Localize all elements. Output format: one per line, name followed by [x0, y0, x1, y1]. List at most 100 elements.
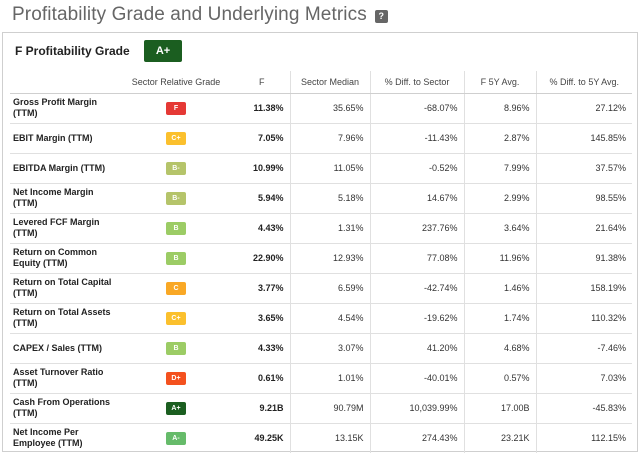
diff-5y-value: 21.64%: [535, 213, 632, 244]
avg-5y-value: 2.87%: [463, 123, 536, 154]
f-value: 3.65%: [234, 303, 290, 334]
diff-sector-value: 274.43%: [369, 423, 464, 453]
sector-median-value: 90.79M: [289, 393, 370, 424]
grade-cell: C+: [118, 303, 234, 334]
sector-median-value: 1.31%: [289, 213, 370, 244]
table-row: Return on Total Assets (TTM) C+ 3.65% 4.54%…: [10, 303, 632, 334]
page-header: Profitability Grade and Underlying Metri…: [0, 0, 640, 30]
f-value: 10.99%: [234, 153, 290, 184]
table-header-row: Sector Relative Grade F Sector Median % …: [10, 71, 632, 94]
header-diff-sector: % Diff. to Sector: [369, 71, 464, 94]
grade-badge: B-: [166, 191, 186, 205]
diff-5y-value: -7.46%: [535, 333, 632, 364]
sector-median-value: 12.93%: [289, 243, 370, 274]
diff-5y-value: 145.85%: [535, 123, 632, 154]
header-diff-5y: % Diff. to 5Y Avg.: [535, 71, 632, 94]
metric-name: CAPEX / Sales (TTM): [10, 333, 118, 364]
table-row: Return on Common Equity (TTM) B 22.90% 12.9…: [10, 243, 632, 274]
table-row: Asset Turnover Ratio (TTM) D+ 0.61% 1.01% -4…: [10, 363, 632, 394]
f-value: 5.94%: [234, 183, 290, 214]
grade-badge: A+: [166, 401, 186, 415]
avg-5y-value: 1.46%: [463, 273, 536, 304]
diff-5y-value: -45.83%: [535, 393, 632, 424]
metric-name: Return on Total Capital (TTM): [10, 273, 118, 304]
grade-badge: B: [166, 341, 186, 355]
f-value: 9.21B: [234, 393, 290, 424]
diff-sector-value: 14.67%: [369, 183, 464, 214]
grade-header: F Profitability Grade: [15, 40, 130, 62]
diff-sector-value: 77.08%: [369, 243, 464, 274]
diff-5y-value: 98.55%: [535, 183, 632, 214]
metric-name: Cash From Operations (TTM): [10, 393, 118, 424]
grade-badge: B: [166, 251, 186, 265]
header-5y-avg: F 5Y Avg.: [463, 71, 536, 94]
table-row: Return on Total Capital (TTM) C 3.77% 6.59%…: [10, 273, 632, 304]
grade-cell: A-: [118, 423, 234, 453]
diff-5y-value: 110.32%: [535, 303, 632, 334]
avg-5y-value: 3.64%: [463, 213, 536, 244]
header-grade: Sector Relative Grade: [118, 71, 234, 94]
help-icon[interactable]: ?: [374, 9, 388, 23]
avg-5y-value: 8.96%: [463, 93, 536, 124]
header-sector-median: Sector Median: [289, 71, 370, 94]
avg-5y-value: 0.57%: [463, 363, 536, 394]
diff-sector-value: 10,039.99%: [369, 393, 464, 424]
f-value: 11.38%: [234, 93, 290, 124]
grade-cell: B: [118, 243, 234, 274]
f-value: 4.33%: [234, 333, 290, 364]
diff-5y-value: 7.03%: [535, 363, 632, 394]
sector-median-value: 4.54%: [289, 303, 370, 334]
sector-median-value: 6.59%: [289, 273, 370, 304]
diff-sector-value: -68.07%: [369, 93, 464, 124]
table-row: Cash From Operations (TTM) A+ 9.21B 90.79M 1…: [10, 393, 632, 424]
avg-5y-value: 7.99%: [463, 153, 536, 184]
diff-5y-value: 112.15%: [535, 423, 632, 453]
diff-5y-value: 37.57%: [535, 153, 632, 184]
avg-5y-value: 17.00B: [463, 393, 536, 424]
avg-5y-value: 1.74%: [463, 303, 536, 334]
diff-5y-value: 27.12%: [535, 93, 632, 124]
metric-name: Net Income Per Employee (TTM): [13, 427, 83, 449]
f-value: 3.77%: [234, 273, 290, 304]
profitability-panel: F Profitability Grade A+ Sector Relative…: [2, 32, 638, 453]
table-row: Net Income Per Employee (TTM) A- 49.25K 13.…: [10, 423, 632, 453]
table-row: Levered FCF Margin (TTM) B 4.43% 1.31% 237.7…: [10, 213, 632, 244]
table-row: EBITDA Margin (TTM) B- 10.99% 11.05% -0.52% 7…: [10, 153, 632, 184]
diff-sector-value: 41.20%: [369, 333, 464, 364]
diff-sector-value: -19.62%: [369, 303, 464, 334]
metric-name: Return on Total Assets (TTM): [10, 303, 118, 334]
avg-5y-value: 2.99%: [463, 183, 536, 214]
metric-name: Levered FCF Margin (TTM): [10, 213, 118, 244]
metric-name: Return on Common Equity (TTM): [10, 243, 118, 274]
table-row: Net Income Margin (TTM) B- 5.94% 5.18% 14.67…: [10, 183, 632, 214]
metric-name: Gross Profit Margin (TTM): [10, 93, 118, 124]
grade-badge: B: [166, 221, 186, 235]
avg-5y-value: 11.96%: [463, 243, 536, 274]
grade-header-label: F Profitability Grade: [15, 44, 130, 58]
diff-sector-value: 237.76%: [369, 213, 464, 244]
grade-badge: A-: [166, 431, 186, 445]
grade-cell: C: [118, 273, 234, 304]
sector-median-value: 3.07%: [289, 333, 370, 364]
metric-name: EBITDA Margin (TTM): [10, 153, 118, 184]
sector-median-value: 11.05%: [289, 153, 370, 184]
metric-name: Asset Turnover Ratio (TTM): [10, 363, 118, 394]
grade-cell: F: [118, 93, 234, 124]
sector-median-value: 13.15K: [289, 423, 370, 453]
grade-badge: F: [166, 101, 186, 115]
sector-median-value: 1.01%: [289, 363, 370, 394]
page-title: Profitability Grade and Underlying Metri…: [12, 4, 367, 25]
f-value: 7.05%: [234, 123, 290, 154]
grade-cell: B: [118, 213, 234, 244]
diff-sector-value: -40.01%: [369, 363, 464, 394]
grade-cell: A+: [118, 393, 234, 424]
avg-5y-value: 23.21K: [463, 423, 536, 453]
diff-sector-value: -42.74%: [369, 273, 464, 304]
f-value: 49.25K: [254, 433, 284, 444]
grade-badge: C+: [166, 311, 186, 325]
sector-median-value: 35.65%: [289, 93, 370, 124]
f-value: 0.61%: [234, 363, 290, 394]
grade-badge: C+: [166, 131, 186, 145]
f-value: 4.43%: [234, 213, 290, 244]
metric-name: Net Income Margin (TTM): [10, 183, 118, 214]
